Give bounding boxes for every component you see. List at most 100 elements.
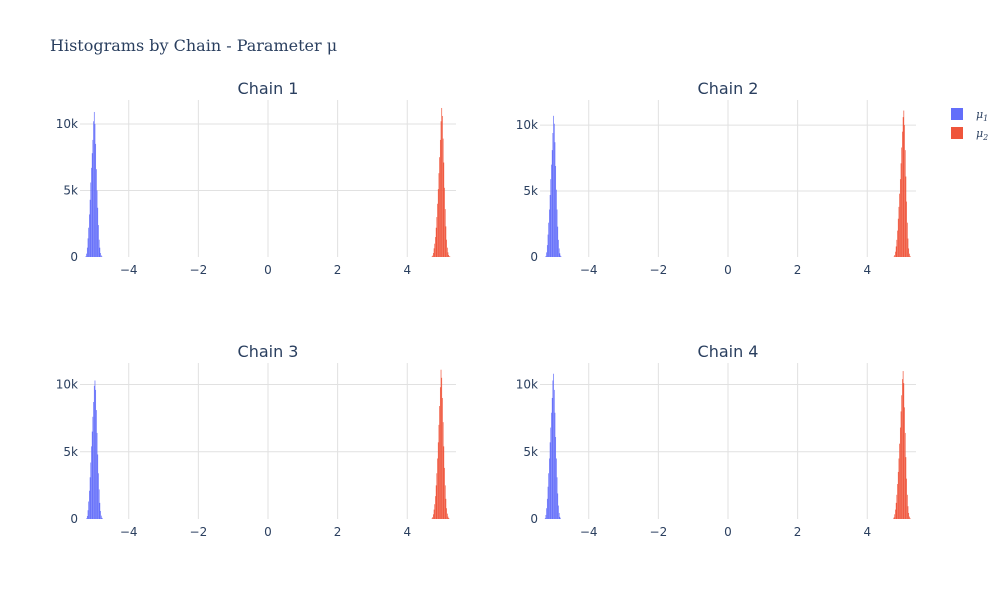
histogram-bar[interactable]: [907, 223, 908, 257]
histogram-bar[interactable]: [438, 189, 439, 257]
histogram-bar[interactable]: [437, 204, 438, 257]
histogram-bar[interactable]: [88, 238, 89, 257]
histogram-bar[interactable]: [97, 190, 98, 257]
histogram-bar[interactable]: [442, 116, 443, 257]
histogram-bar[interactable]: [910, 518, 911, 519]
histogram-bar[interactable]: [559, 513, 560, 519]
histogram-bar[interactable]: [904, 125, 905, 257]
histogram-bar[interactable]: [546, 252, 547, 257]
histogram-bar[interactable]: [90, 200, 91, 257]
histogram-bar[interactable]: [560, 256, 561, 257]
histogram-bar[interactable]: [87, 516, 88, 519]
histogram-bar[interactable]: [902, 379, 903, 519]
histogram-bar[interactable]: [441, 121, 442, 257]
histogram-bar[interactable]: [546, 256, 547, 257]
histogram-bar[interactable]: [99, 248, 100, 257]
histogram-bar[interactable]: [448, 255, 449, 257]
histogram-bar[interactable]: [95, 144, 96, 257]
histogram-bar[interactable]: [906, 479, 907, 519]
histogram-bar[interactable]: [433, 514, 434, 519]
histogram-bar[interactable]: [90, 182, 91, 257]
histogram-bar[interactable]: [895, 510, 896, 519]
histogram-bar[interactable]: [101, 255, 102, 257]
histogram-bar[interactable]: [908, 239, 909, 257]
histogram-bar[interactable]: [900, 428, 901, 519]
histogram-bar[interactable]: [555, 166, 556, 257]
histogram-bar[interactable]: [100, 511, 101, 519]
histogram-bar[interactable]: [444, 188, 445, 257]
histogram-bar[interactable]: [908, 506, 909, 519]
histogram-bar[interactable]: [101, 516, 102, 519]
histogram-bar[interactable]: [895, 252, 896, 257]
histogram-bar[interactable]: [89, 214, 90, 257]
histogram-bar[interactable]: [549, 210, 550, 257]
legend-item-mu2[interactable]: μ2: [951, 127, 988, 142]
histogram-bar[interactable]: [435, 496, 436, 519]
histogram-bar[interactable]: [899, 207, 900, 257]
histogram-bar[interactable]: [905, 433, 906, 519]
histogram-bar[interactable]: [903, 371, 904, 519]
histogram-bar[interactable]: [550, 195, 551, 257]
histogram-bar[interactable]: [903, 117, 904, 257]
histogram-bar[interactable]: [448, 517, 449, 519]
histogram-bar[interactable]: [554, 124, 555, 257]
histogram-bar[interactable]: [86, 256, 87, 257]
histogram-bar[interactable]: [555, 437, 556, 519]
histogram-bar[interactable]: [559, 517, 560, 519]
histogram-bar[interactable]: [896, 246, 897, 257]
histogram-bar[interactable]: [436, 485, 437, 519]
histogram-bar[interactable]: [449, 256, 450, 257]
histogram-bar[interactable]: [550, 179, 551, 257]
histogram-bar[interactable]: [88, 228, 89, 257]
histogram-bar[interactable]: [100, 253, 101, 257]
histogram-bar[interactable]: [899, 458, 900, 519]
histogram-bar[interactable]: [93, 402, 94, 519]
histogram-bar[interactable]: [102, 518, 103, 519]
histogram-bar[interactable]: [899, 194, 900, 257]
histogram-bar[interactable]: [97, 208, 98, 257]
histogram-bar[interactable]: [546, 508, 547, 519]
histogram-bar[interactable]: [95, 390, 96, 519]
histogram-bar[interactable]: [446, 226, 447, 257]
histogram-bar[interactable]: [903, 383, 904, 519]
histogram-bar[interactable]: [908, 513, 909, 519]
histogram-bar[interactable]: [550, 428, 551, 519]
histogram-bar[interactable]: [898, 219, 899, 257]
histogram-bar[interactable]: [446, 240, 447, 257]
histogram-bar[interactable]: [93, 417, 94, 519]
histogram-bar[interactable]: [556, 458, 557, 519]
histogram-bar[interactable]: [88, 502, 89, 519]
histogram-bar[interactable]: [899, 444, 900, 519]
histogram-bar[interactable]: [548, 473, 549, 519]
histogram-bar[interactable]: [434, 504, 435, 519]
histogram-bar[interactable]: [86, 518, 87, 519]
histogram-bar[interactable]: [96, 169, 97, 257]
histogram-bar[interactable]: [439, 157, 440, 257]
histogram-bar[interactable]: [901, 411, 902, 519]
histogram-bar[interactable]: [447, 248, 448, 257]
histogram-bar[interactable]: [439, 173, 440, 257]
histogram-bar[interactable]: [437, 473, 438, 519]
histogram-bar[interactable]: [447, 514, 448, 519]
histogram-bar[interactable]: [88, 510, 89, 519]
histogram-bar[interactable]: [556, 190, 557, 257]
histogram-bar[interactable]: [898, 472, 899, 519]
histogram-bar[interactable]: [443, 422, 444, 519]
histogram-bar[interactable]: [441, 108, 442, 257]
histogram-bar[interactable]: [439, 406, 440, 519]
histogram-bar[interactable]: [894, 514, 895, 519]
histogram-bar[interactable]: [440, 387, 441, 519]
histogram-bar[interactable]: [559, 248, 560, 257]
histogram-bar[interactable]: [434, 248, 435, 257]
histogram-bar[interactable]: [434, 244, 435, 257]
histogram-bar[interactable]: [98, 225, 99, 257]
histogram-bar[interactable]: [553, 374, 554, 519]
histogram-bar[interactable]: [99, 240, 100, 257]
histogram-bar[interactable]: [95, 380, 96, 519]
histogram-bar[interactable]: [548, 223, 549, 257]
histogram-bar[interactable]: [432, 256, 433, 257]
histogram-bar[interactable]: [92, 432, 93, 519]
histogram-bar[interactable]: [897, 240, 898, 257]
histogram-bar[interactable]: [553, 133, 554, 257]
histogram-bar[interactable]: [445, 485, 446, 519]
